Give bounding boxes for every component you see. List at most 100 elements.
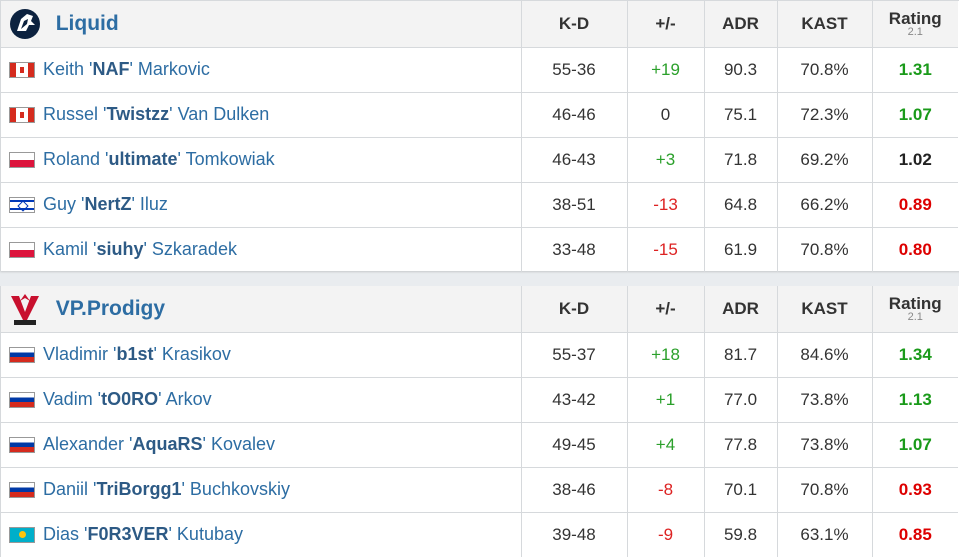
rating-header[interactable]: Rating 2.1 — [872, 1, 958, 48]
kast-value: 70.8% — [777, 227, 873, 272]
rating-value: 0.80 — [898, 239, 932, 259]
plus-minus-value: +3 — [627, 137, 705, 183]
team-header[interactable]: VP.Prodigy — [1, 286, 522, 333]
poland-flag-icon — [9, 151, 35, 168]
player-name[interactable]: Kamil 'siuhy' Szkaradek — [43, 239, 237, 260]
table-row: Vladimir 'b1st' Krasikov 55-37 +18 81.7 … — [1, 332, 958, 378]
plus-minus-value: -9 — [627, 512, 705, 557]
plus-minus-header[interactable]: +/- — [627, 286, 705, 333]
player-nick: ultimate — [108, 149, 178, 169]
player-nick: tO0RO — [101, 389, 159, 409]
rating-value: 1.34 — [872, 332, 958, 378]
adr-value: 81.7 — [704, 332, 778, 378]
kd-value: 49-45 — [521, 422, 628, 468]
player-nick: NAF — [92, 59, 130, 79]
player-cell[interactable]: Daniil 'TriBorgg1' Buchkovskiy — [1, 467, 522, 513]
player-name[interactable]: Keith 'NAF' Markovic — [43, 59, 210, 79]
russia-flag-icon — [9, 391, 35, 408]
poland-flag-icon — [9, 241, 35, 258]
canada-flag-icon — [9, 61, 35, 78]
player-name[interactable]: Dias 'F0R3VER' Kutubay — [43, 524, 243, 545]
player-cell[interactable]: Keith 'NAF' Markovic — [1, 47, 522, 93]
kd-value: 33-48 — [521, 227, 628, 272]
player-cell[interactable]: Vladimir 'b1st' Krasikov — [1, 332, 522, 378]
player-nick: NertZ — [84, 194, 132, 214]
player-cell[interactable]: Vadim 'tO0RO' Arkov — [1, 377, 522, 423]
team-stats-vp-prodigy: VP.Prodigy K-D +/- ADR KAST Rating 2.1 V… — [0, 286, 959, 557]
plus-minus-value: +19 — [627, 47, 705, 93]
rating-value: 0.93 — [872, 467, 958, 513]
player-name[interactable]: Vadim 'tO0RO' Arkov — [43, 389, 212, 409]
kast-value: 73.8% — [777, 422, 873, 468]
player-cell[interactable]: Kamil 'siuhy' Szkaradek — [1, 227, 522, 272]
rating-value: 1.13 — [872, 377, 958, 423]
player-name[interactable]: Alexander 'AquaRS' Kovalev — [43, 434, 275, 454]
plus-minus-value: -8 — [627, 467, 705, 513]
stats-table: Liquid K-D +/- ADR KAST Rating 2.1 Keith… — [1, 1, 958, 272]
canada-flag-icon — [9, 106, 35, 123]
player-nick: b1st — [116, 344, 154, 364]
kd-value: 46-46 — [521, 92, 628, 138]
kast-value: 73.8% — [777, 377, 873, 423]
team-name[interactable]: VP.Prodigy — [55, 296, 166, 320]
kast-header[interactable]: KAST — [777, 1, 873, 48]
table-row: Kamil 'siuhy' Szkaradek 33-48 -15 61.9 7… — [1, 227, 958, 272]
adr-header[interactable]: ADR — [704, 1, 778, 48]
kd-value: 46-43 — [521, 137, 628, 183]
rating-label: Rating — [888, 9, 942, 29]
player-cell[interactable]: Guy 'NertZ' Iluz — [1, 182, 522, 228]
player-cell[interactable]: Russel 'Twistzz' Van Dulken — [1, 92, 522, 138]
kd-value: 38-51 — [521, 182, 628, 228]
player-name[interactable]: Roland 'ultimate' Tomkowiak — [43, 149, 275, 169]
plus-minus-header[interactable]: +/- — [627, 1, 705, 48]
kd-header[interactable]: K-D — [521, 1, 628, 48]
adr-value: 70.1 — [704, 467, 778, 513]
rating-value: 0.89 — [872, 182, 958, 228]
plus-minus-value: -13 — [627, 182, 705, 228]
player-name[interactable]: Guy 'NertZ' Iluz — [43, 194, 168, 214]
kd-value: 55-36 — [521, 47, 628, 93]
table-row: Alexander 'AquaRS' Kovalev 49-45 +4 77.8… — [1, 422, 958, 468]
kast-value: 66.2% — [777, 182, 873, 228]
kast-value: 63.1% — [777, 512, 873, 557]
team-header[interactable]: Liquid — [1, 1, 522, 48]
kast-value: 72.3% — [777, 92, 873, 138]
russia-flag-icon — [9, 436, 35, 453]
vp-prodigy-logo — [11, 293, 39, 325]
player-nick: F0R3VER — [87, 524, 169, 545]
kd-value: 39-48 — [521, 512, 628, 557]
player-name[interactable]: Vladimir 'b1st' Krasikov — [43, 344, 231, 364]
russia-flag-icon — [9, 346, 35, 363]
table-row: Roland 'ultimate' Tomkowiak 46-43 +3 71.… — [1, 137, 958, 183]
table-row: Dias 'F0R3VER' Kutubay 39-48 -9 59.8 63.… — [1, 512, 958, 557]
kd-header[interactable]: K-D — [521, 286, 628, 333]
rating-label: Rating — [888, 294, 942, 314]
adr-header[interactable]: ADR — [704, 286, 778, 333]
kast-value: 70.8% — [777, 47, 873, 93]
kast-value: 69.2% — [777, 137, 873, 183]
table-row: Daniil 'TriBorgg1' Buchkovskiy 38-46 -8 … — [1, 467, 958, 513]
player-name[interactable]: Russel 'Twistzz' Van Dulken — [43, 104, 270, 124]
table-header-row: Liquid K-D +/- ADR KAST Rating 2.1 — [1, 1, 958, 48]
liquid-horse-logo — [10, 8, 40, 39]
plus-minus-value: 0 — [627, 92, 705, 138]
adr-value: 61.9 — [704, 227, 778, 272]
russia-flag-icon — [9, 481, 35, 498]
plus-minus-value: +1 — [627, 377, 705, 423]
rating-value: 1.07 — [872, 422, 958, 468]
player-cell[interactable]: Alexander 'AquaRS' Kovalev — [1, 422, 522, 468]
rating-header[interactable]: Rating 2.1 — [872, 286, 958, 333]
kast-header[interactable]: KAST — [777, 286, 873, 333]
plus-minus-value: +4 — [627, 422, 705, 468]
rating-value: 1.02 — [872, 137, 958, 183]
kazakhstan-flag-icon — [9, 526, 35, 543]
table-row: Russel 'Twistzz' Van Dulken 46-46 0 75.1… — [1, 92, 958, 138]
adr-value: 77.0 — [704, 377, 778, 423]
player-cell[interactable]: Roland 'ultimate' Tomkowiak — [1, 137, 522, 183]
team-name[interactable]: Liquid — [55, 11, 119, 35]
player-name[interactable]: Daniil 'TriBorgg1' Buchkovskiy — [43, 479, 290, 499]
adr-value: 75.1 — [704, 92, 778, 138]
adr-value: 90.3 — [704, 47, 778, 93]
adr-value: 64.8 — [704, 182, 778, 228]
player-cell[interactable]: Dias 'F0R3VER' Kutubay — [1, 512, 522, 557]
